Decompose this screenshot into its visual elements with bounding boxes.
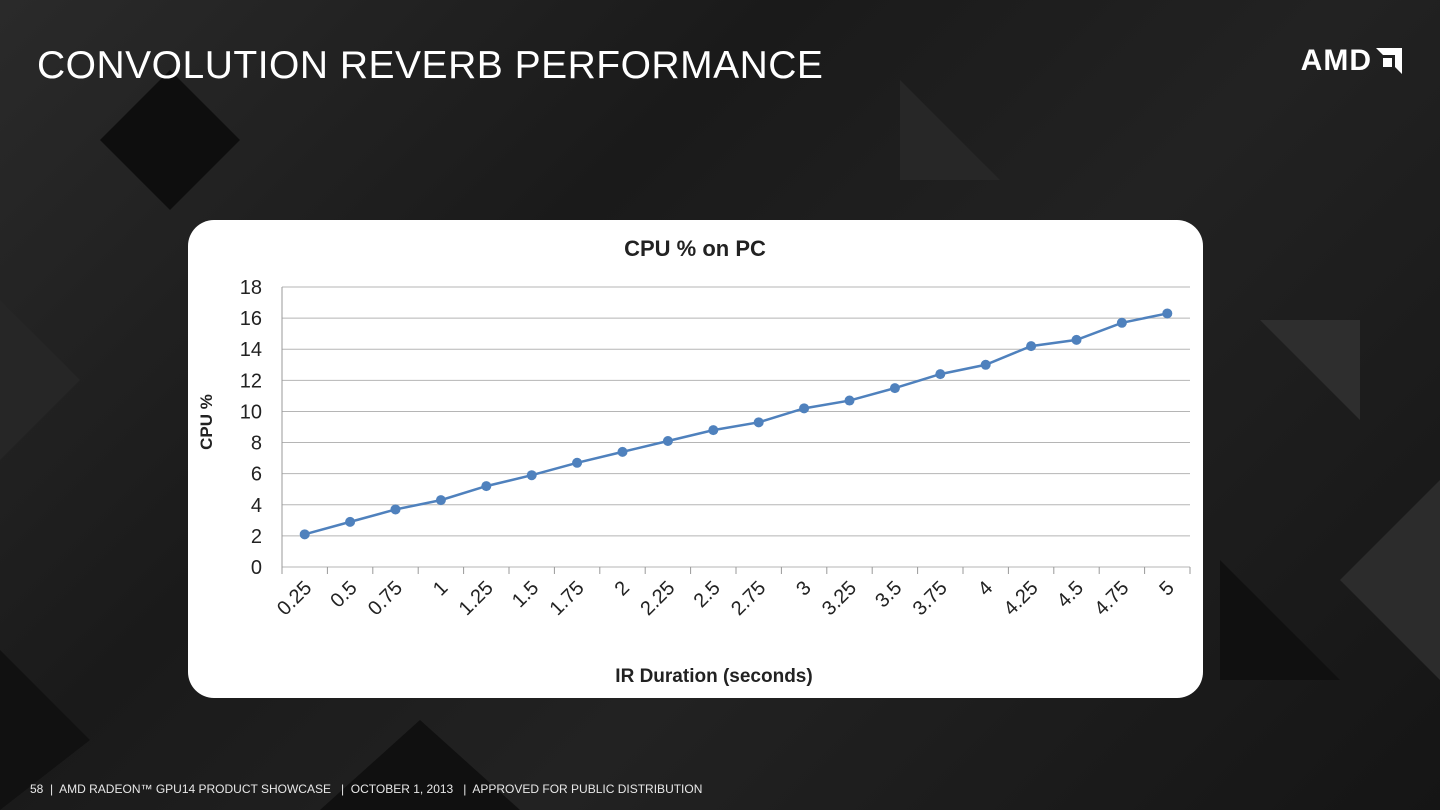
data-point [1026,341,1037,352]
y-tick-label: 8 [251,433,262,455]
x-tick-label: 2 [611,577,634,600]
x-tick-label: 0.75 [364,577,407,620]
data-point [708,425,719,436]
data-point [980,359,991,370]
x-tick-label: 4.75 [1090,577,1133,620]
data-point [799,403,810,414]
chart-title: CPU % on PC [624,236,766,261]
data-point [889,383,900,394]
x-tick-label: 2.75 [727,577,770,620]
data-point [435,495,446,506]
y-tick-label: 10 [240,401,262,423]
chart-card: CPU % on PC CPU % IR Duration (seconds) … [188,220,1203,698]
y-tick-label: 14 [240,339,262,361]
amd-arrow-icon [1376,48,1402,74]
x-tick-label: 1 [429,577,452,600]
x-tick-label: 0.25 [273,577,316,620]
data-point [1071,334,1082,345]
data-point [844,395,855,406]
y-tick-label: 18 [240,277,262,299]
data-point [1116,317,1127,328]
x-axis-label: IR Duration (seconds) [615,666,812,687]
amd-logo: AMD [1301,44,1402,78]
x-tick-label: 2.25 [636,577,679,620]
data-point [617,446,628,457]
data-point [662,436,673,446]
x-tick-label: 4 [974,577,997,600]
series-line [304,312,1168,536]
data-point [345,516,356,527]
y-tick-label: 16 [240,308,262,330]
data-point [299,529,310,540]
x-tick-label: 0.5 [326,577,361,612]
y-tick-label: 12 [240,370,262,392]
x-tick-label: 2.5 [690,577,725,612]
y-tick-label: 2 [251,526,262,548]
data-point [572,457,583,468]
x-tick-label: 5 [1155,577,1178,600]
x-tick-label: 3 [792,577,815,600]
x-tick-label: 1.5 [508,577,543,612]
y-tick-label: 6 [251,464,262,486]
slide-title: CONVOLUTION REVERB PERFORMANCE [37,44,824,87]
x-tick-label: 1.25 [455,577,498,620]
data-point [753,417,764,428]
y-tick-label: 0 [251,557,262,579]
y-tick-label: 4 [251,495,262,517]
x-tick-label: 4.25 [1000,577,1043,620]
x-tick-label: 3.75 [909,577,952,620]
x-tick-label: 3.5 [871,577,906,612]
slide-footer: 58 | AMD RADEON™ GPU14 PRODUCT SHOWCASE … [30,782,703,796]
x-tick-label: 3.25 [818,577,861,620]
data-point [1162,308,1173,319]
data-point [935,369,946,380]
data-point [481,481,492,492]
y-axis-label: CPU % [197,394,216,450]
line-chart: CPU % on PC CPU % IR Duration (seconds) … [197,236,1191,687]
data-point [390,504,401,515]
x-tick-label: 4.5 [1053,577,1088,612]
logo-text: AMD [1300,44,1372,77]
data-point [526,470,537,481]
x-tick-label: 1.75 [546,577,589,620]
